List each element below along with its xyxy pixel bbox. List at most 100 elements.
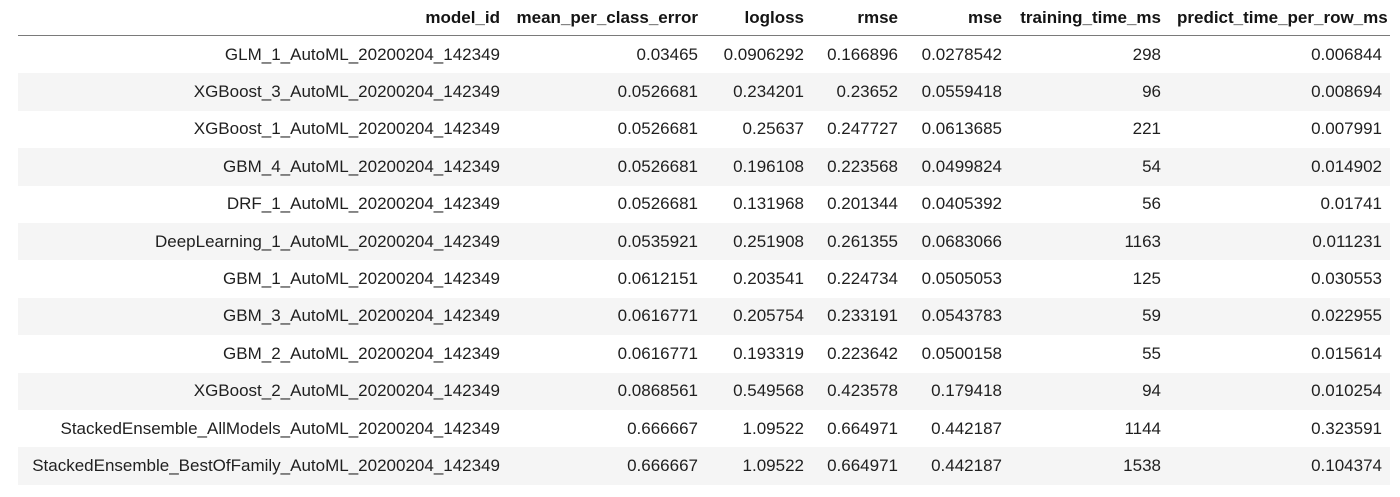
cell-model-id: GBM_3_AutoML_20200204_142349: [223, 306, 500, 326]
leaderboard-table-container: model_id mean_per_class_error logloss rmse m…: [18, 0, 1390, 485]
cell-training-time-ms: 298: [1132, 44, 1161, 64]
cell-predict-time-per-row-ms: 0.006844: [1311, 44, 1382, 64]
column-header-logloss: logloss: [706, 0, 812, 36]
column-header-mse: mse: [906, 0, 1010, 36]
cell-rmse: 0.23652: [836, 82, 898, 102]
cell-training-time-ms: 221: [1132, 119, 1161, 139]
column-header-mean-per-class-error: mean_per_class_error: [508, 0, 706, 36]
cell-mean-per-class-error: 0.0535921: [617, 231, 698, 251]
cell-mean-per-class-error: 0.0616771: [617, 306, 698, 326]
cell-predict-time-per-row-ms: 0.030553: [1311, 269, 1382, 289]
cell-mse: 0.0278542: [921, 44, 1002, 64]
column-header-predict-time-per-row-ms: predict_time_per_row_ms: [1169, 0, 1390, 36]
cell-predict-time-per-row-ms: 0.015614: [1311, 343, 1382, 363]
cell-mean-per-class-error: 0.666667: [627, 418, 698, 438]
cell-rmse: 0.233191: [827, 306, 898, 326]
cell-rmse: 0.247727: [827, 119, 898, 139]
cell-mean-per-class-error: 0.0612151: [617, 269, 698, 289]
table-row: DeepLearning_1_AutoML_20200204_142349 0.0…: [18, 222, 1390, 261]
cell-mse: 0.0559418: [921, 82, 1002, 102]
table-row: GBM_4_AutoML_20200204_142349 0.0526681 0.1…: [18, 148, 1390, 186]
cell-rmse: 0.201344: [827, 194, 898, 214]
table-row: StackedEnsemble_BestOfFamily_AutoML_2020…: [18, 447, 1390, 485]
cell-mean-per-class-error: 0.0526681: [617, 194, 698, 214]
cell-training-time-ms: 59: [1142, 306, 1161, 326]
cell-training-time-ms: 1163: [1124, 231, 1161, 251]
cell-mse: 0.0500158: [921, 343, 1002, 363]
table-row: StackedEnsemble_AllModels_AutoML_2020020…: [18, 410, 1390, 447]
cell-model-id: XGBoost_2_AutoML_20200204_142349: [193, 381, 500, 401]
table-row: GBM_2_AutoML_20200204_142349 0.0616771 0.1…: [18, 335, 1390, 372]
cell-mse: 0.442187: [931, 455, 1002, 475]
cell-rmse: 0.223642: [827, 343, 898, 363]
cell-model-id: DeepLearning_1_AutoML_20200204_142349: [154, 231, 500, 251]
cell-mean-per-class-error: 0.0526681: [617, 156, 698, 176]
table-row: XGBoost_2_AutoML_20200204_142349 0.086856…: [18, 372, 1390, 410]
cell-logloss: 0.203541: [733, 269, 804, 289]
cell-predict-time-per-row-ms: 0.104374: [1311, 455, 1382, 475]
column-header-rmse: rmse: [812, 0, 906, 36]
cell-predict-time-per-row-ms: 0.010254: [1311, 381, 1382, 401]
cell-training-time-ms: 55: [1142, 343, 1161, 363]
cell-predict-time-per-row-ms: 0.011231: [1312, 231, 1382, 251]
cell-logloss: 0.549568: [733, 381, 804, 401]
cell-model-id: XGBoost_3_AutoML_20200204_142349: [193, 82, 500, 102]
table-row: GBM_3_AutoML_20200204_142349 0.0616771 0.2…: [18, 297, 1390, 336]
table-header-row: model_id mean_per_class_error logloss rmse m…: [18, 0, 1390, 36]
cell-predict-time-per-row-ms: 0.007991: [1311, 119, 1382, 139]
table-row: GLM_1_AutoML_20200204_142349 0.03465 0.090…: [18, 36, 1390, 74]
table-row: XGBoost_3_AutoML_20200204_142349 0.052668…: [18, 73, 1390, 111]
cell-mean-per-class-error: 0.0616771: [617, 343, 698, 363]
cell-predict-time-per-row-ms: 0.014902: [1311, 156, 1382, 176]
cell-model-id: XGBoost_1_AutoML_20200204_142349: [193, 119, 500, 139]
cell-mse: 0.442187: [931, 418, 1002, 438]
cell-predict-time-per-row-ms: 0.323591: [1311, 418, 1382, 438]
cell-predict-time-per-row-ms: 0.008694: [1311, 82, 1382, 102]
cell-mean-per-class-error: 0.0526681: [617, 82, 698, 102]
cell-predict-time-per-row-ms: 0.01741: [1320, 194, 1382, 214]
cell-model-id: StackedEnsemble_BestOfFamily_AutoML_2020…: [32, 455, 500, 475]
cell-training-time-ms: 96: [1142, 82, 1161, 102]
cell-model-id: GLM_1_AutoML_20200204_142349: [224, 44, 500, 64]
cell-mean-per-class-error: 0.0526681: [617, 119, 698, 139]
cell-rmse: 0.261355: [827, 231, 898, 251]
cell-mse: 0.0405392: [921, 194, 1002, 214]
cell-mse: 0.0505053: [921, 269, 1002, 289]
cell-mean-per-class-error: 0.03465: [636, 44, 698, 64]
cell-mse: 0.0543783: [921, 306, 1002, 326]
cell-logloss: 1.09522: [742, 455, 804, 475]
cell-training-time-ms: 54: [1142, 156, 1161, 176]
cell-training-time-ms: 1538: [1123, 455, 1161, 475]
column-header-training-time-ms: training_time_ms: [1010, 0, 1169, 36]
cell-training-time-ms: 125: [1132, 269, 1161, 289]
table-row: DRF_1_AutoML_20200204_142349 0.0526681 0.1…: [18, 186, 1390, 223]
cell-mse: 0.0613685: [921, 119, 1002, 139]
cell-logloss: 0.25637: [742, 119, 804, 139]
cell-logloss: 1.09522: [742, 418, 804, 438]
cell-model-id: GBM_2_AutoML_20200204_142349: [223, 343, 500, 363]
cell-rmse: 0.223568: [827, 156, 898, 176]
cell-logloss: 0.196108: [733, 156, 804, 176]
cell-logloss: 0.193319: [733, 343, 804, 363]
cell-model-id: GBM_1_AutoML_20200204_142349: [223, 269, 500, 289]
cell-mse: 0.0683066: [921, 231, 1002, 251]
cell-model-id: StackedEnsemble_AllModels_AutoML_2020020…: [60, 418, 501, 438]
cell-predict-time-per-row-ms: 0.022955: [1311, 306, 1382, 326]
cell-logloss: 0.234201: [733, 82, 804, 102]
table-body: GLM_1_AutoML_20200204_142349 0.03465 0.090…: [18, 36, 1390, 485]
cell-training-time-ms: 94: [1142, 381, 1161, 401]
cell-mean-per-class-error: 0.666667: [627, 455, 698, 475]
cell-rmse: 0.664971: [827, 418, 898, 438]
cell-mean-per-class-error: 0.0868561: [617, 381, 698, 401]
cell-rmse: 0.224734: [827, 269, 898, 289]
cell-training-time-ms: 56: [1142, 194, 1161, 214]
cell-rmse: 0.664971: [827, 455, 898, 475]
cell-mse: 0.0499824: [921, 156, 1002, 176]
table-header: model_id mean_per_class_error logloss rmse m…: [18, 0, 1390, 36]
cell-logloss: 0.131968: [733, 194, 804, 214]
cell-training-time-ms: 1144: [1124, 418, 1161, 438]
table-row: GBM_1_AutoML_20200204_142349 0.0612151 0.2…: [18, 260, 1390, 297]
column-header-model-id: model_id: [18, 0, 508, 36]
cell-rmse: 0.166896: [827, 44, 898, 64]
cell-logloss: 0.251908: [733, 231, 804, 251]
